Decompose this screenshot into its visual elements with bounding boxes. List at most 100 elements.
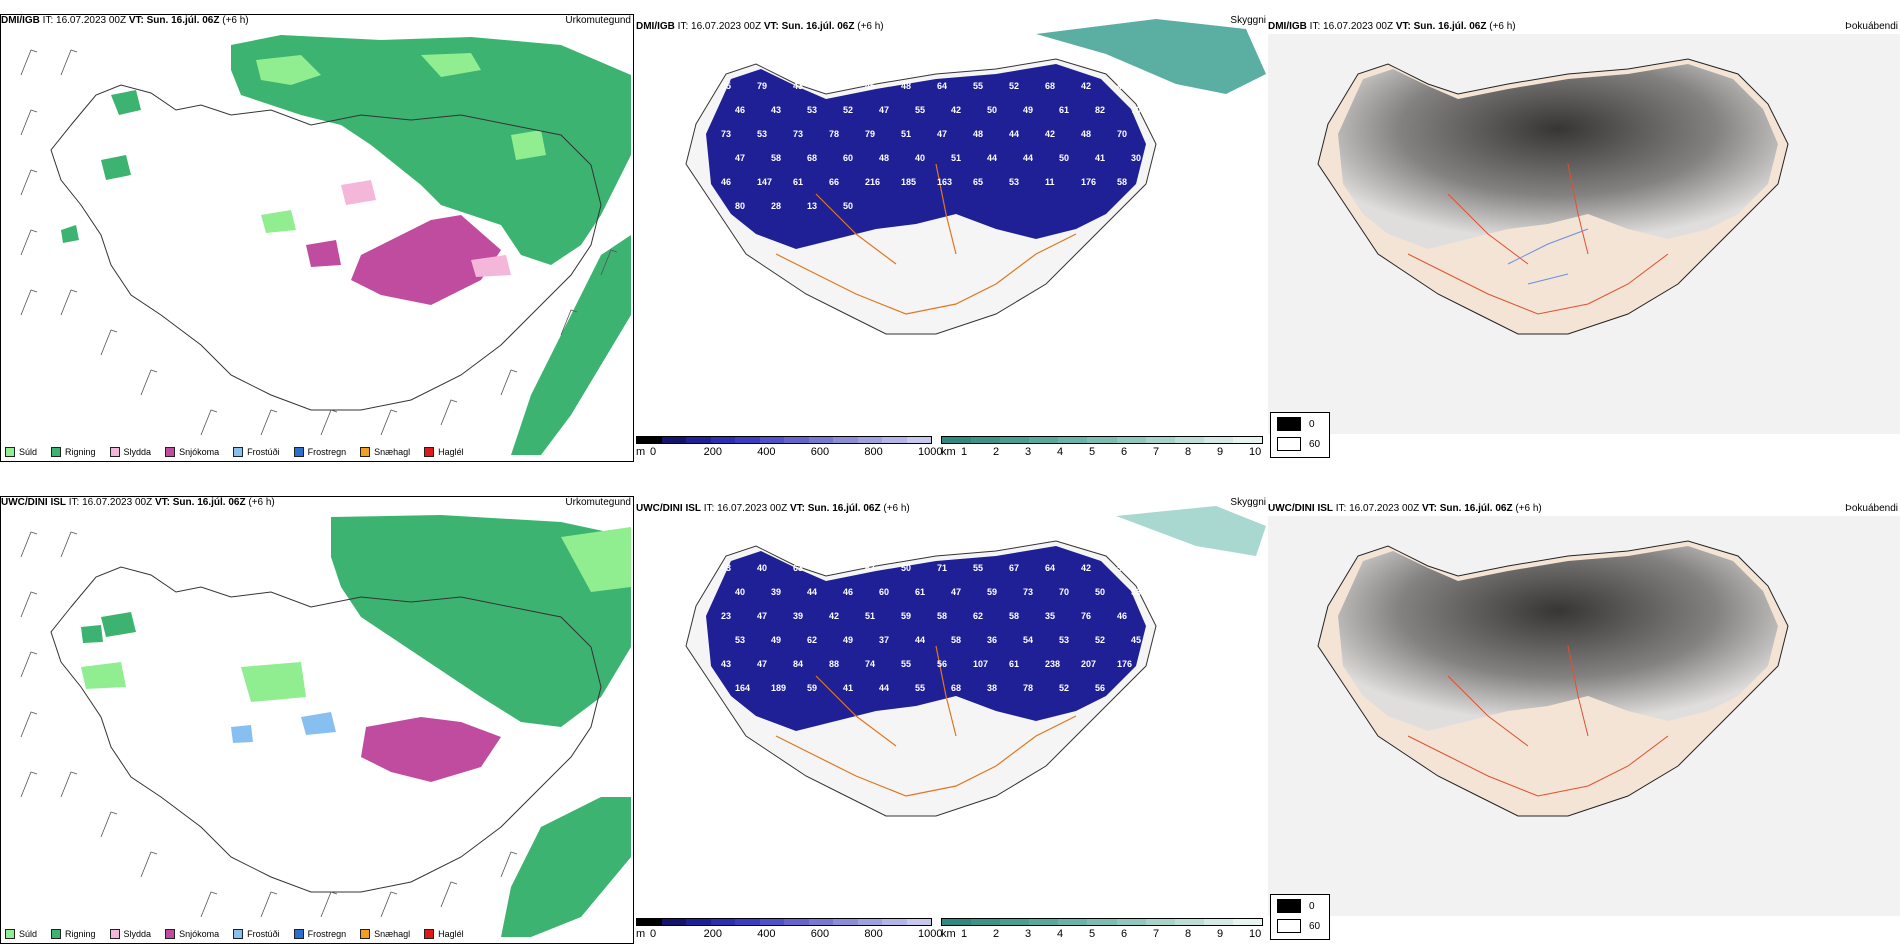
fog-legend-swatch [1277,919,1301,933]
colorbar-tick-label: 8 [1185,928,1192,940]
cloud-base-value: 50 [1095,587,1105,597]
colorbar-tick-label: 7 [1153,446,1160,458]
cloud-base-value: 88 [829,659,839,669]
iceland-coastline [50,566,602,893]
fog-indicator-panel-top: DMI/IGB IT: 16.07.2023 00Z VT: Sun. 16.j… [1268,14,1900,462]
cloud-base-value: 66 [829,177,839,187]
cloud-base-value: 43 [771,105,781,115]
legend-swatch [233,447,244,457]
colorbar-segment [784,919,809,925]
colorbar-tick-label: 4 [1057,928,1064,940]
cloud-base-value: 61 [1059,105,1069,115]
colorbar-segment [1087,919,1117,925]
legend-item: Frostúði [233,929,280,939]
cloud-base-value: 40 [757,563,767,573]
colorbar-tick-label: 1000 [918,928,943,940]
cloud-base-value: 53 [1059,635,1069,645]
legend-item: Rigning [51,929,96,939]
panel-header: UWC/DINI ISL IT: 16.07.2023 00Z VT: Sun.… [1268,502,1900,516]
cloud-base-value: 238 [1045,659,1060,669]
legend-swatch [51,447,62,457]
cloud-base-value: 84 [793,659,803,669]
cloud-base-value: 163 [937,177,952,187]
lead-time: (+6 h) [883,503,910,514]
legend-label: Snæhagl [374,447,411,457]
cloud-base-value: 44 [1023,153,1033,163]
cloud-base-map: 63 40 63 44 67 50 71 55 67 64 42 52 40 39 44 46 60 61 47 59… [685,506,1266,817]
cloud-base-value: 47 [757,659,767,669]
colorbar-km: km 1 2 3 4 5 6 7 8 9 10 [941,436,1268,462]
cloud-base-value: 39 [771,587,781,597]
cloud-base-value: 43 [721,659,731,669]
model-name: UWC/DINI ISL [1,497,66,508]
wind-barbs [20,49,618,436]
cloud-base-value: 58 [1117,177,1127,187]
colorbar-unit: km [941,928,956,940]
panel-title: Þokuábendi [1845,503,1898,514]
legend-label: Súld [19,447,38,457]
colorbar-segment [759,437,784,443]
panel-header: UWC/DINI ISL IT: 16.07.2023 00Z VT: Sun.… [636,497,1268,516]
colorbar-segment [906,919,931,925]
init-time: 16.07.2023 00Z [56,15,127,26]
cloud-base-value: 58 [951,635,961,645]
legend-swatch [360,929,371,939]
cloud-base-value: 44 [1009,129,1019,139]
legend-item: Slydda [109,447,152,457]
cloud-base-value: 60 [879,587,889,597]
colorbar-segment [661,437,686,443]
legend-swatch [424,447,435,457]
sleet-areas [341,180,511,277]
cloud-base-value: 79 [865,129,875,139]
colorbar-segment [906,437,931,443]
colorbar-tick-label: 200 [703,446,722,458]
colorbar-segment [759,919,784,925]
cloud-base-value: 58 [1009,611,1019,621]
cloud-base-value: 43 [793,81,803,91]
init-time-label: IT: [677,21,689,32]
cloud-base-value: 64 [1045,563,1055,573]
init-time-label: IT: [1335,503,1347,514]
cloud-base-value: 82 [1095,105,1105,115]
legend-item: Frostúði [233,447,280,457]
cloud-base-value: 58 [937,611,947,621]
cloud-base-value: 68 [807,153,817,163]
cloud-base-value: 50 [987,105,997,115]
cloud-base-value: 95 [721,81,731,91]
cloud-base-value: 47 [879,105,889,115]
fog-legend-swatch [1277,417,1301,431]
colorbar-tick-label: 10 [1249,928,1262,940]
cloud-base-value: 61 [1009,659,1019,669]
legend-swatch [165,929,176,939]
cloud-base-value: 42 [951,105,961,115]
cloud-base-value: 46 [721,177,731,187]
model-name: DMI/IGB [1268,21,1307,32]
colorbar-segment [942,919,972,925]
rain-areas [81,515,631,937]
legend-item: Snjókoma [165,929,219,939]
cloud-base-value: 53 [735,635,745,645]
fog-legend-item: 0 [1277,899,1315,913]
panel-title: Skyggni [1230,497,1266,508]
cloud-base-value: 56 [937,659,947,669]
cloud-base-value: 70 [1117,129,1127,139]
valid-time: Sun. 16.júl. 06Z [1439,503,1513,514]
cloud-base-value: 48 [973,129,983,139]
cloud-base-value: 176 [1117,659,1132,669]
legend-item: Súld [5,447,37,457]
cloud-base-value: 44 [879,683,889,693]
cloud-base-value: 41 [1095,153,1105,163]
fog-legend-label: 0 [1309,418,1315,430]
cloud-base-value: 76 [1081,611,1091,621]
cloud-base-value: 47 [937,129,947,139]
colorbar-segment [1145,919,1175,925]
colorbar-unit: m [636,446,646,458]
cloud-base-value: 51 [829,81,839,91]
legend-item: Rigning [51,447,96,457]
legend-label: Slydda [123,447,152,457]
fog-legend: 0 60 [1270,412,1330,458]
cloud-base-value: 216 [865,177,880,187]
lead-time: (+6 h) [857,21,884,32]
legend-item: Frostregn [293,929,346,939]
cloud-base-value: 37 [879,635,889,645]
